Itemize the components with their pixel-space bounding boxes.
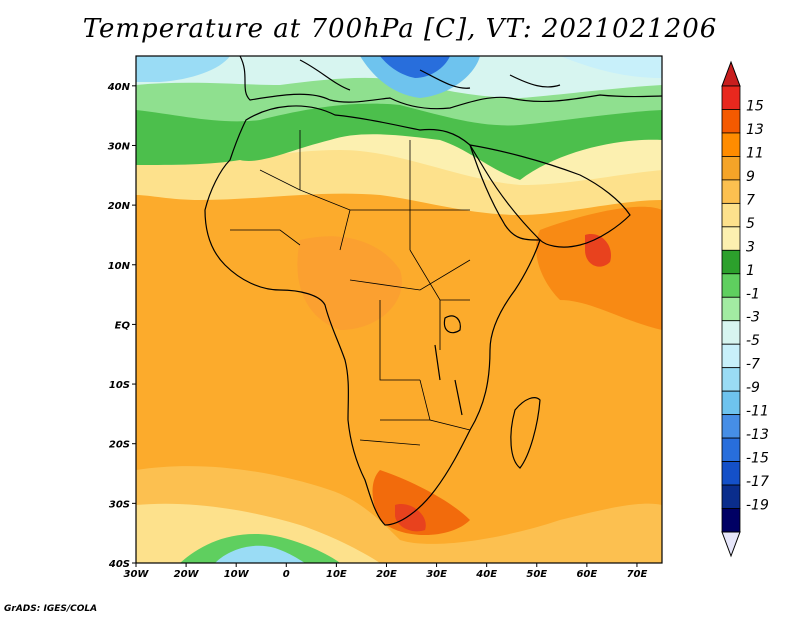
colorbar-label: -11: [746, 404, 769, 420]
lat-tick-label: EQ: [115, 320, 131, 331]
colorbar-label: -7: [746, 357, 760, 373]
colorbar-label: -19: [746, 498, 769, 514]
field-southern-blue: [215, 545, 305, 563]
colorbar-label: -9: [746, 380, 760, 396]
lat-tick-label: 10N: [108, 261, 131, 272]
lat-axis: 40N 30N 20N 10N EQ 10S 20S 30S 40S: [107, 82, 136, 570]
colorbar-swatch: [721, 296, 741, 322]
lake-victoria: [443, 315, 461, 334]
field-south-lighter: [136, 503, 380, 563]
colorbar-swatch: [721, 249, 741, 275]
colorbar-label: -3: [746, 310, 760, 326]
colorbar-label: 11: [746, 145, 764, 161]
field-north-lightblue: [136, 56, 230, 82]
colorbar-label: -1: [746, 286, 760, 302]
field-north-deepblue: [380, 56, 450, 78]
field-hot-spot-1: [585, 234, 611, 267]
lon-tick-label: 30E: [426, 569, 447, 580]
colorbar-swatch: [721, 437, 741, 462]
colorbar-label: 13: [746, 122, 764, 138]
lon-tick-label: 20E: [376, 569, 397, 580]
colorbar-label: 5: [746, 216, 755, 232]
colorbar-swatch: [721, 85, 741, 110]
colorbar-swatch: [721, 508, 741, 533]
colorbar-swatch: [721, 179, 741, 204]
lon-tick-label: 30W: [124, 569, 150, 580]
colorbar-swatch: [721, 273, 741, 298]
lat-tick-label: 20S: [109, 440, 130, 451]
colorbar: 15 13 11 9 7 5 3 1 -1 -3 -5 -7 -9 -11 -13 -15 -17 -19: [721, 60, 769, 558]
colorbar-bottom-arrow: [721, 531, 741, 558]
colorbar-label: 7: [746, 192, 755, 208]
coastlines: [204, 56, 662, 526]
colorbar-swatch: [721, 202, 741, 228]
lon-tick-label: 20W: [174, 569, 200, 580]
colorbar-label: 1: [746, 263, 755, 279]
colorbar-swatch: [721, 461, 741, 486]
lon-tick-label: 60E: [576, 569, 597, 580]
colorbar-label: -13: [746, 427, 769, 443]
lat-tick-label: 40S: [108, 559, 130, 570]
africa-borders: [230, 130, 471, 446]
colorbar-label: 15: [746, 98, 764, 114]
colorbar-swatch: [721, 414, 741, 439]
colorbar-swatch: [721, 156, 741, 181]
lon-tick-label: 50E: [526, 569, 547, 580]
colorbar-swatch: [721, 320, 741, 345]
colorbar-label: -17: [746, 474, 769, 490]
lon-tick-label: 40E: [475, 569, 497, 580]
med-coast: [299, 59, 561, 91]
field-warm-arabian: [536, 206, 662, 330]
lat-tick-label: 30S: [109, 499, 130, 510]
europe-coastline: [239, 56, 662, 110]
map-title: Temperature at 700hPa [C], VT: 202102120…: [82, 14, 718, 44]
lat-tick-label: 10S: [109, 380, 130, 391]
colorbar-label: 9: [746, 169, 755, 185]
lat-tick-label: 30N: [108, 141, 131, 152]
temperature-field: [136, 56, 662, 563]
colorbar-swatch: [721, 109, 741, 134]
colorbar-swatch: [721, 343, 741, 369]
colorbar-swatch: [721, 367, 741, 392]
credit-label: GrADS: IGES/COLA: [4, 604, 98, 614]
rift-lakes: [434, 344, 463, 416]
colorbar-swatch: [721, 484, 741, 509]
colorbar-label: -5: [746, 333, 760, 349]
field-north-cyan-east: [560, 56, 662, 78]
lon-tick-label: 10E: [326, 569, 347, 580]
colorbar-swatch: [721, 132, 741, 157]
lon-tick-label: 0: [283, 569, 290, 580]
lat-tick-label: 40N: [107, 82, 131, 93]
plot-frame: [135, 55, 663, 564]
madagascar-coastline: [510, 397, 541, 469]
field-hot-spot-2: [395, 504, 426, 532]
lon-tick-label: 70E: [627, 569, 648, 580]
colorbar-label: 3: [746, 239, 755, 255]
arabia-coastline: [468, 144, 631, 248]
field-warm-central: [297, 236, 402, 330]
lon-tick-label: 10W: [224, 569, 250, 580]
lon-axis: 30W 20W 10W 0 10E 20E 30E 40E 50E 60E 70E: [124, 563, 648, 580]
colorbar-swatch: [721, 226, 741, 251]
colorbar-top-arrow: [721, 60, 741, 87]
colorbar-label: -15: [746, 451, 769, 467]
lat-tick-label: 20N: [108, 201, 131, 212]
colorbar-swatch: [721, 390, 741, 416]
